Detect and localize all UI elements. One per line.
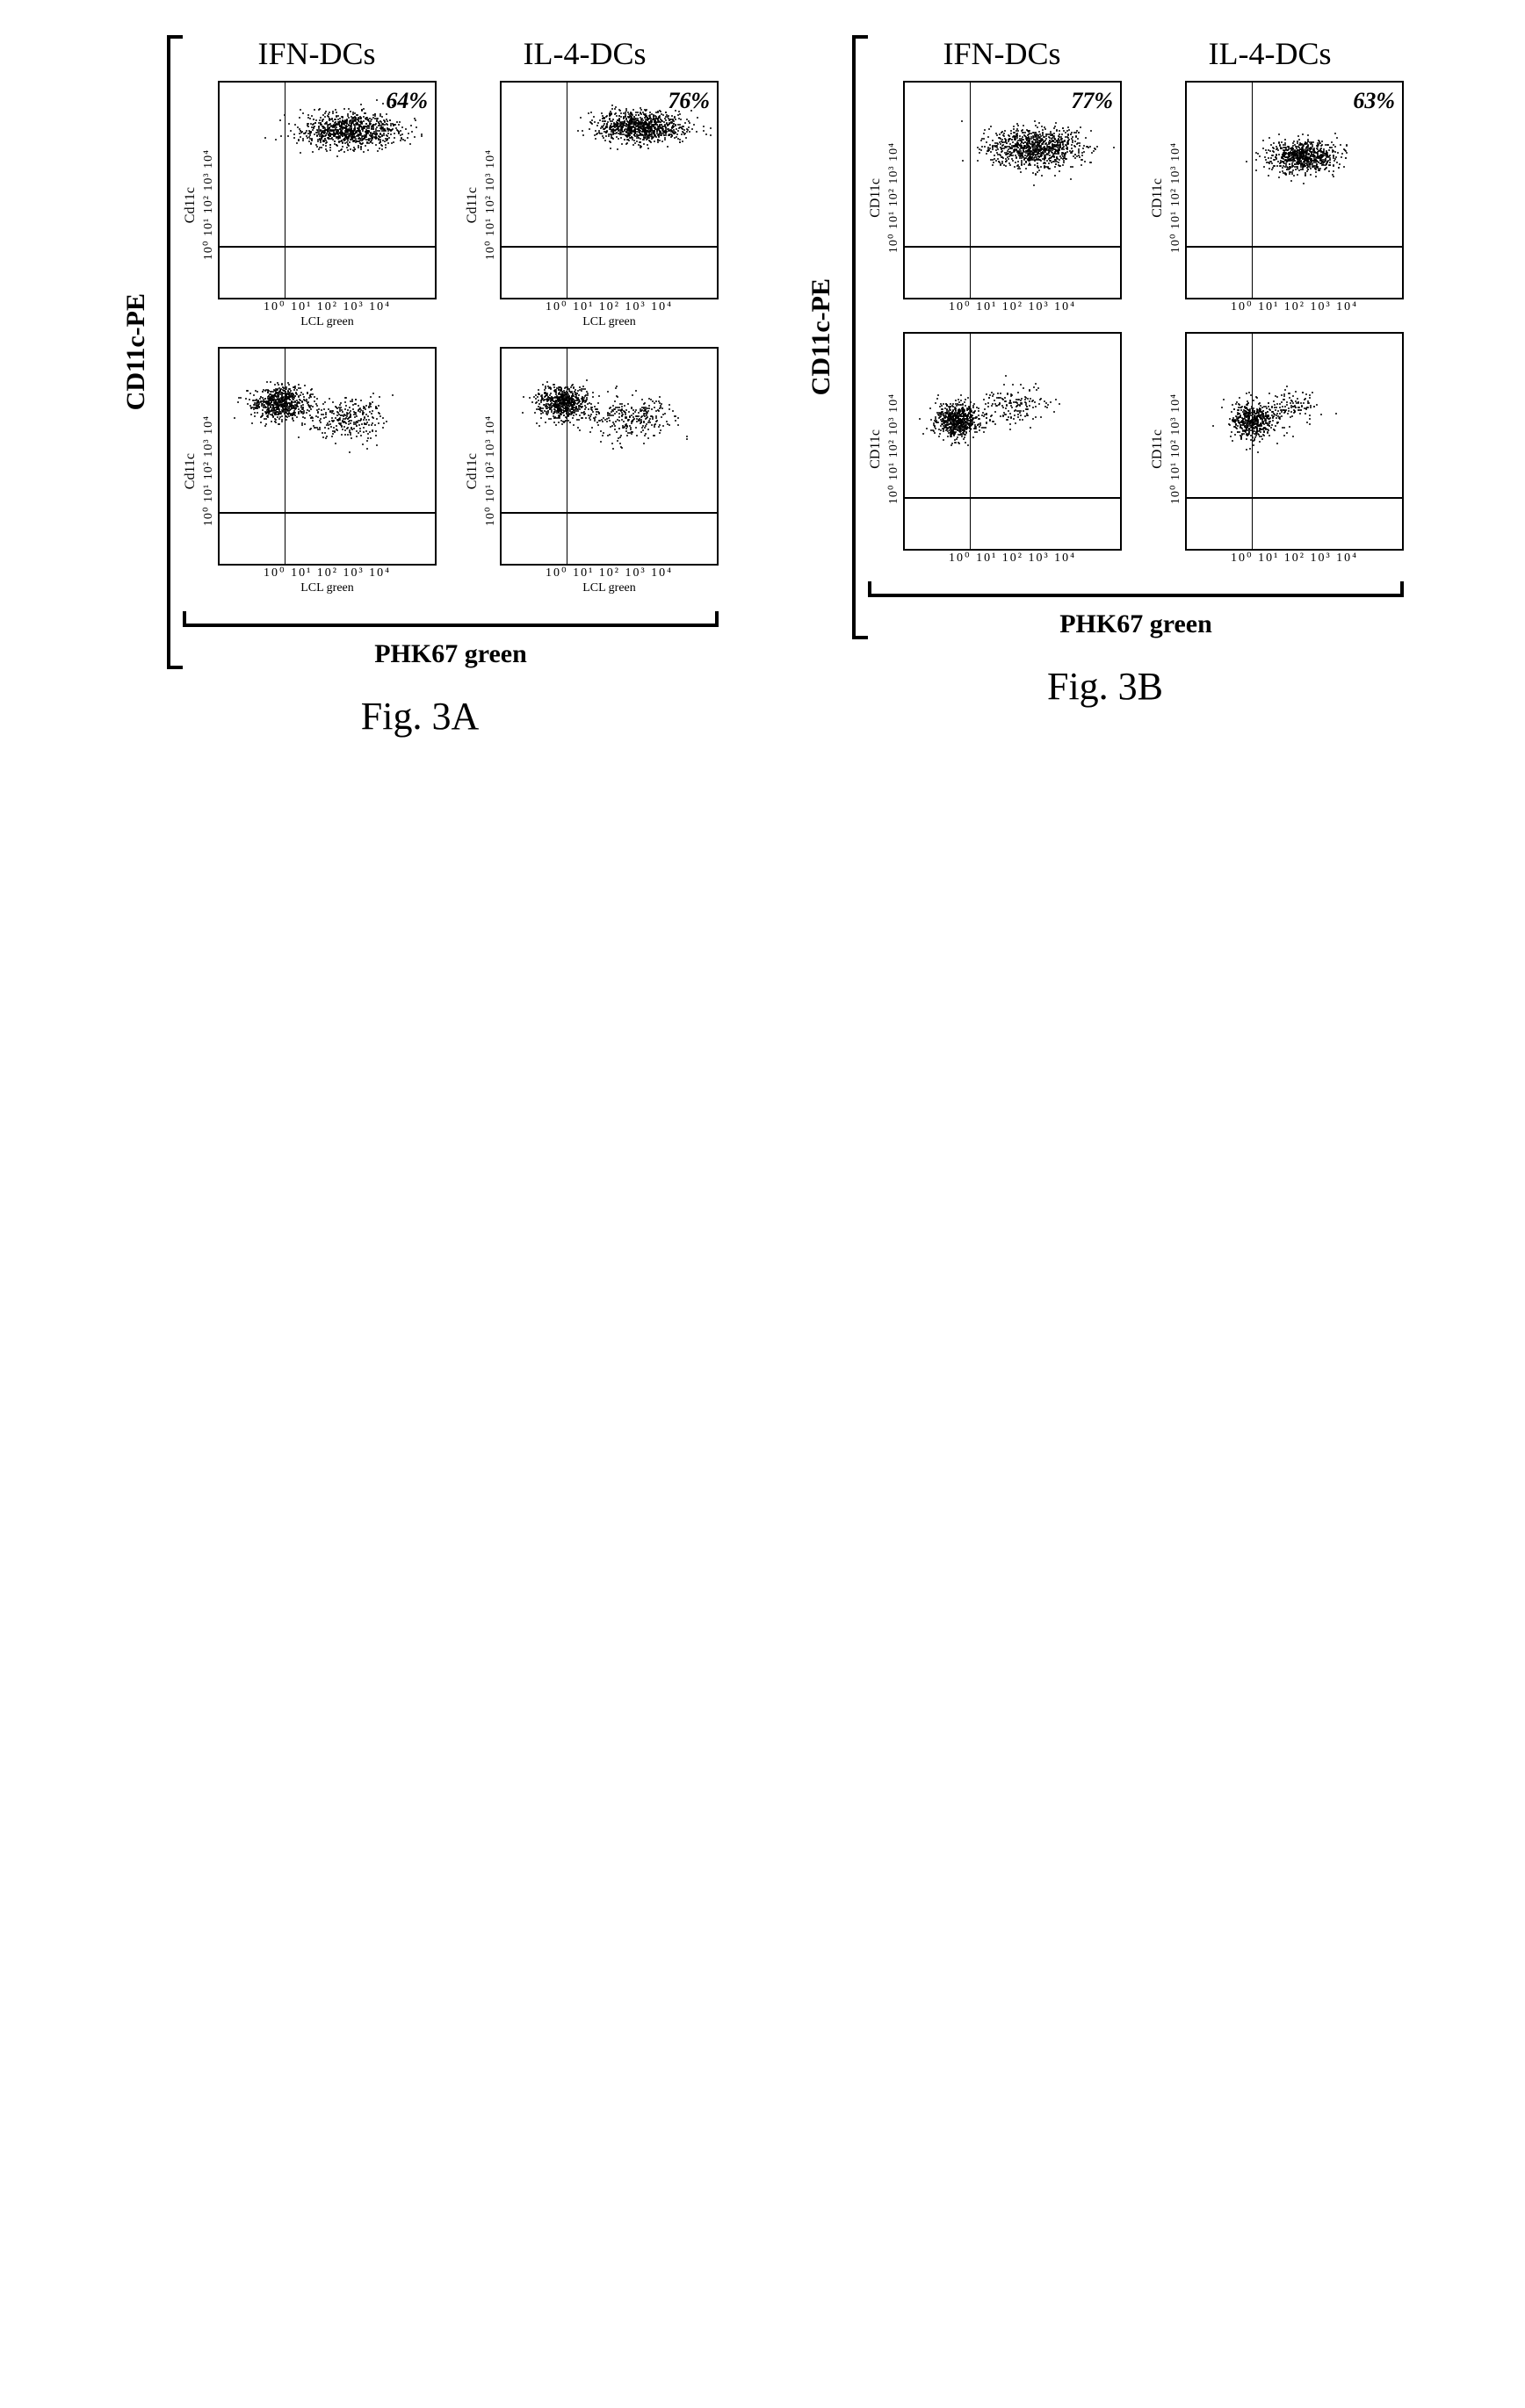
column-header: IFN-DCs [194,35,440,72]
flow-plot: Cd11c10⁰ 10¹ 10² 10³ 10⁴76%10⁰ 10¹ 10² 1… [465,81,719,329]
x-axis-label: PHK67 green [868,609,1404,639]
plot-x-ticks: 10⁰ 10¹ 10² 10³ 10⁴ [500,299,719,314]
column-header: IFN-DCs [879,35,1125,72]
plot-y-sublabel: Cd11c [183,453,199,489]
y-axis-label: CD11c-PE [806,278,836,395]
plot-y-ticks: 10⁰ 10¹ 10² 10³ 10⁴ [202,149,216,260]
percent-label: 64% [386,88,428,114]
scatter-area [218,347,437,566]
plot-y-sublabel: Cd11c [465,187,481,223]
bracket-vertical [852,35,856,639]
figure-panel: CD11c-PEIFN-DCsIL-4-DCsCd11c10⁰ 10¹ 10² … [121,35,719,739]
plot-row: CD11c10⁰ 10¹ 10² 10³ 10⁴77%10⁰ 10¹ 10² 1… [868,81,1404,314]
flow-plot: CD11c10⁰ 10¹ 10² 10³ 10⁴77%10⁰ 10¹ 10² 1… [868,81,1122,314]
quadrant-line-horizontal [905,246,1120,248]
quadrant-line-horizontal [1187,246,1402,248]
plot-x-ticks: 10⁰ 10¹ 10² 10³ 10⁴ [500,566,719,580]
plot-y-sublabel: Cd11c [183,187,199,223]
quadrant-line-horizontal [905,497,1120,499]
quadrant-line-vertical [567,83,568,298]
bracket-horizontal [183,624,719,627]
scatter-area: 76% [500,81,719,299]
plot-x-sublabel: LCL green [218,315,437,329]
plot-row: Cd11c10⁰ 10¹ 10² 10³ 10⁴64%10⁰ 10¹ 10² 1… [183,81,719,329]
flow-plot: Cd11c10⁰ 10¹ 10² 10³ 10⁴64%10⁰ 10¹ 10² 1… [183,81,437,329]
plot-y-sublabel: CD11c [1150,429,1166,469]
flow-plot: Cd11c10⁰ 10¹ 10² 10³ 10⁴10⁰ 10¹ 10² 10³ … [183,347,437,595]
plot-y-ticks: 10⁰ 10¹ 10² 10³ 10⁴ [484,149,498,260]
quadrant-line-vertical [567,349,568,564]
flow-plot: CD11c10⁰ 10¹ 10² 10³ 10⁴10⁰ 10¹ 10² 10³ … [1150,332,1404,566]
scatter-area [500,347,719,566]
plot-y-ticks: 10⁰ 10¹ 10² 10³ 10⁴ [887,142,901,253]
figure-caption: Fig. 3A [361,694,479,739]
plot-x-sublabel: LCL green [500,581,719,595]
plot-x-ticks: 10⁰ 10¹ 10² 10³ 10⁴ [1185,299,1404,314]
quadrant-line-horizontal [502,246,717,248]
quadrant-line-horizontal [502,512,717,514]
scatter-area [903,332,1122,551]
plot-y-sublabel: Cd11c [465,453,481,489]
plot-y-sublabel: CD11c [868,178,884,218]
plot-y-ticks: 10⁰ 10¹ 10² 10³ 10⁴ [202,415,216,526]
percent-label: 63% [1353,88,1395,114]
figure-caption: Fig. 3B [1047,664,1163,709]
bracket-horizontal [868,594,1404,597]
plot-y-sublabel: CD11c [868,429,884,469]
plot-x-ticks: 10⁰ 10¹ 10² 10³ 10⁴ [218,299,437,314]
flow-plot: CD11c10⁰ 10¹ 10² 10³ 10⁴10⁰ 10¹ 10² 10³ … [868,332,1122,566]
plot-x-ticks: 10⁰ 10¹ 10² 10³ 10⁴ [1185,551,1404,566]
quadrant-line-vertical [970,83,972,298]
plot-y-sublabel: CD11c [1150,178,1166,218]
x-axis-label: PHK67 green [183,639,719,669]
flow-plot: Cd11c10⁰ 10¹ 10² 10³ 10⁴10⁰ 10¹ 10² 10³ … [465,347,719,595]
plot-x-ticks: 10⁰ 10¹ 10² 10³ 10⁴ [218,566,437,580]
figure-container: CD11c-PEIFN-DCsIL-4-DCsCd11c10⁰ 10¹ 10² … [35,35,1490,739]
percent-label: 77% [1071,88,1113,114]
plot-x-sublabel: LCL green [500,315,719,329]
plot-x-sublabel: LCL green [218,581,437,595]
plot-row: Cd11c10⁰ 10¹ 10² 10³ 10⁴10⁰ 10¹ 10² 10³ … [183,347,719,595]
scatter-area: 63% [1185,81,1404,299]
bracket-vertical [167,35,170,669]
quadrant-line-horizontal [220,246,435,248]
y-axis-label: CD11c-PE [121,293,151,410]
figure-panel: CD11c-PEIFN-DCsIL-4-DCsCD11c10⁰ 10¹ 10² … [806,35,1404,709]
column-header: IL-4-DCs [462,35,708,72]
quadrant-line-vertical [285,349,286,564]
scatter-area: 64% [218,81,437,299]
scatter-area [1185,332,1404,551]
plot-y-ticks: 10⁰ 10¹ 10² 10³ 10⁴ [484,415,498,526]
plot-y-ticks: 10⁰ 10¹ 10² 10³ 10⁴ [1169,393,1183,504]
quadrant-line-vertical [970,334,972,549]
quadrant-line-vertical [1252,83,1254,298]
plot-row: CD11c10⁰ 10¹ 10² 10³ 10⁴10⁰ 10¹ 10² 10³ … [868,332,1404,566]
quadrant-line-horizontal [1187,497,1402,499]
quadrant-line-horizontal [220,512,435,514]
plot-x-ticks: 10⁰ 10¹ 10² 10³ 10⁴ [903,551,1122,566]
flow-plot: CD11c10⁰ 10¹ 10² 10³ 10⁴63%10⁰ 10¹ 10² 1… [1150,81,1404,314]
column-header: IL-4-DCs [1147,35,1393,72]
scatter-area: 77% [903,81,1122,299]
plot-y-ticks: 10⁰ 10¹ 10² 10³ 10⁴ [887,393,901,504]
plot-x-ticks: 10⁰ 10¹ 10² 10³ 10⁴ [903,299,1122,314]
plot-y-ticks: 10⁰ 10¹ 10² 10³ 10⁴ [1169,142,1183,253]
